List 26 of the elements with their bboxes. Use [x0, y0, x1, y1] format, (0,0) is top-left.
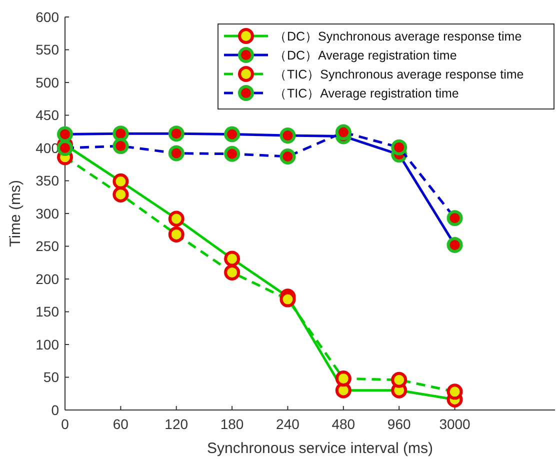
- y-tick-label: 450: [36, 107, 60, 124]
- y-tick-label: 200: [36, 270, 60, 287]
- x-tick-label: 120: [164, 416, 188, 432]
- x-tick-label: 0: [61, 416, 70, 432]
- legend-label: （TIC）Average registration time: [274, 86, 459, 100]
- legend-label: （DC）Average registration time: [274, 48, 457, 62]
- legend-label: （TIC）Synchronous average response time: [274, 67, 524, 82]
- y-tick-label: 100: [36, 336, 60, 352]
- y-tick-label: 150: [36, 304, 60, 320]
- legend-label: （DC）Synchronous average response time: [274, 29, 522, 44]
- x-tick-label: 60: [112, 416, 129, 432]
- y-tick-label: 0: [51, 402, 60, 418]
- y-tick-label: 250: [36, 238, 60, 254]
- y-tick-label: 50: [43, 369, 60, 386]
- y-tick-label: 550: [36, 42, 60, 58]
- x-tick-label: 240: [276, 416, 300, 432]
- x-tick-label: 480: [332, 416, 356, 432]
- y-tick-label: 350: [36, 172, 60, 189]
- x-tick-label: 3000: [439, 416, 471, 432]
- x-tick-label: 960: [387, 416, 411, 432]
- x-tick-label: 180: [220, 416, 244, 432]
- y-tick-label: 600: [36, 8, 60, 25]
- y-axis-title: Time (ms): [7, 180, 24, 247]
- x-axis-title: Synchronous service interval (ms): [207, 440, 433, 457]
- y-tick-label: 300: [36, 205, 60, 222]
- y-tick-label: 500: [36, 74, 60, 90]
